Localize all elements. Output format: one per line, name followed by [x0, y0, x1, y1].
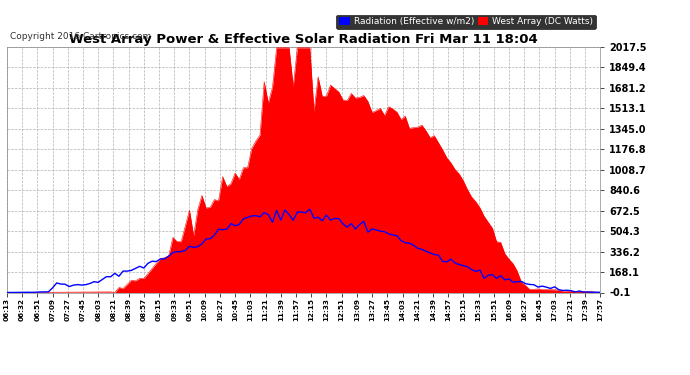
Title: West Array Power & Effective Solar Radiation Fri Mar 11 18:04: West Array Power & Effective Solar Radia… [69, 33, 538, 46]
Legend: Radiation (Effective w/m2), West Array (DC Watts): Radiation (Effective w/m2), West Array (… [337, 15, 595, 29]
Text: Copyright 2016 Cartronics.com: Copyright 2016 Cartronics.com [10, 32, 152, 41]
